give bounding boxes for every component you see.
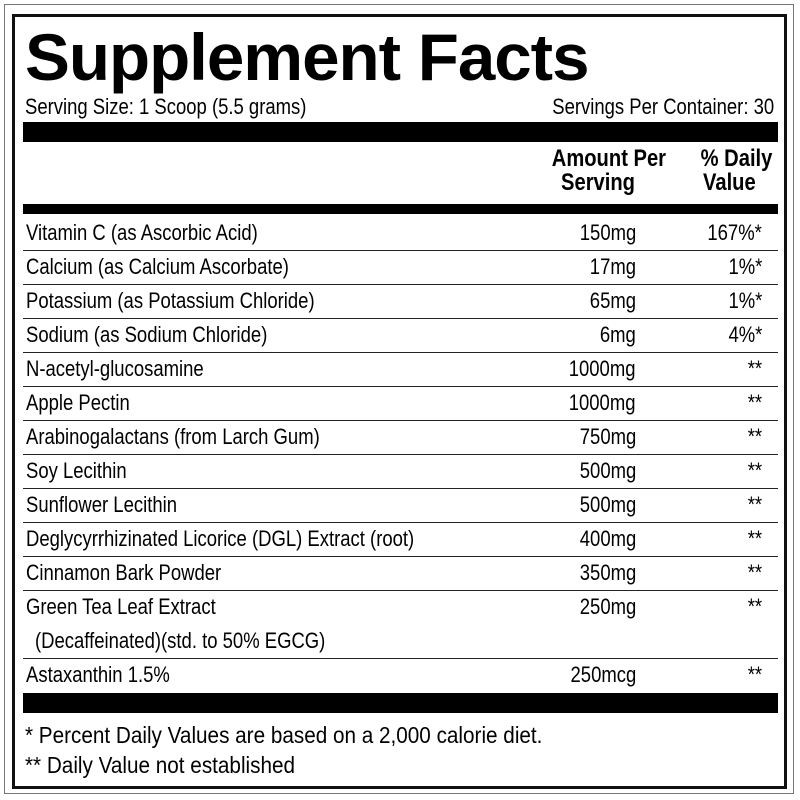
servings-per-container: Servings Per Container: 30	[552, 94, 774, 119]
ingredient-row: Arabinogalactans (from Larch Gum) 750mg **	[23, 420, 778, 455]
ingredient-name: Sodium (as Sodium Chloride)	[26, 322, 268, 347]
ingredient-daily-value: **	[747, 560, 762, 585]
ingredient-daily-value: **	[747, 356, 762, 381]
ingredient-daily-value: 1%*	[728, 254, 762, 279]
ingredient-amount: 150mg	[579, 220, 636, 245]
ingredient-row: Potassium (as Potassium Chloride) 65mg 1%*	[23, 284, 778, 319]
ingredient-amount: 500mg	[579, 458, 636, 483]
footnote-percent-dv: * Percent Daily Values are based on a 2,…	[25, 722, 543, 748]
ingredient-amount: 400mg	[579, 526, 636, 551]
ingredient-amount: 350mg	[579, 560, 636, 585]
ingredient-amount: 65mg	[589, 288, 636, 313]
ingredient-amount: 1000mg	[569, 356, 636, 381]
ingredient-amount: 500mg	[579, 492, 636, 517]
ingredient-daily-value: **	[747, 390, 762, 415]
thick-divider-bottom	[23, 693, 778, 713]
ingredient-name: Soy Lecithin	[26, 458, 127, 483]
ingredient-amount: 6mg	[600, 322, 636, 347]
ingredient-row: Astaxanthin 1.5% 250mcg **	[23, 658, 778, 692]
ingredient-row: N-acetyl-glucosamine 1000mg **	[23, 352, 778, 387]
thick-divider	[23, 122, 778, 142]
ingredient-amount: 17mg	[589, 254, 636, 279]
image-border	[4, 4, 794, 794]
ingredient-daily-value: **	[747, 594, 762, 619]
ingredient-row: Sunflower Lecithin 500mg **	[23, 488, 778, 523]
ingredient-row: Calcium (as Calcium Ascorbate) 17mg 1%*	[23, 250, 778, 285]
ingredient-row: Cinnamon Bark Powder 350mg **	[23, 556, 778, 591]
ingredient-name: Deglycyrrhizinated Licorice (DGL) Extrac…	[26, 526, 415, 551]
ingredient-row: Apple Pectin 1000mg **	[23, 386, 778, 421]
ingredient-name: Potassium (as Potassium Chloride)	[26, 288, 315, 313]
ingredient-daily-value: **	[747, 526, 762, 551]
ingredient-amount: 250mg	[579, 594, 636, 619]
ingredient-amount: 250mcg	[570, 662, 636, 687]
ingredient-name: Cinnamon Bark Powder	[26, 560, 222, 585]
ingredient-name: Apple Pectin	[26, 390, 130, 415]
serving-size: Serving Size: 1 Scoop (5.5 grams)	[25, 94, 307, 119]
ingredient-name: Sunflower Lecithin	[26, 492, 178, 517]
ingredient-daily-value: **	[747, 662, 762, 687]
supplement-facts-panel: Supplement Facts Serving Size: 1 Scoop (…	[12, 14, 787, 789]
ingredient-amount: 1000mg	[569, 390, 636, 415]
ingredient-row: Soy Lecithin 500mg **	[23, 454, 778, 489]
ingredient-daily-value: 167%*	[707, 220, 762, 245]
footnote-dv-not-established: ** Daily Value not established	[25, 752, 296, 778]
ingredient-daily-value: **	[747, 492, 762, 517]
medium-divider	[23, 204, 778, 214]
ingredient-name: Astaxanthin 1.5%	[26, 662, 170, 687]
ingredient-row: Vitamin C (as Ascorbic Acid) 150mg 167%*	[23, 216, 778, 251]
ingredient-name: Arabinogalactans (from Larch Gum)	[26, 424, 320, 449]
ingredient-name-detail: (Decaffeinated)(std. to 50% EGCG)	[35, 628, 326, 653]
ingredient-name: Calcium (as Calcium Ascorbate)	[26, 254, 289, 279]
ingredient-daily-value: 1%*	[728, 288, 762, 313]
ingredient-name: N-acetyl-glucosamine	[26, 356, 204, 381]
ingredient-amount: 750mg	[579, 424, 636, 449]
ingredient-row: Green Tea Leaf Extract (Decaffeinated)(st…	[23, 590, 778, 659]
amount-header: Amount Per Serving	[551, 145, 666, 196]
ingredient-row: Sodium (as Sodium Chloride) 6mg 4%*	[23, 318, 778, 353]
ingredient-name: Vitamin C (as Ascorbic Acid)	[26, 220, 258, 245]
ingredient-daily-value: **	[747, 458, 762, 483]
daily-value-header: % Daily Value	[700, 145, 772, 196]
ingredient-row: Deglycyrrhizinated Licorice (DGL) Extrac…	[23, 522, 778, 557]
ingredient-daily-value: **	[747, 424, 762, 449]
ingredient-daily-value: 4%*	[728, 322, 762, 347]
panel-title: Supplement Facts	[25, 20, 590, 94]
ingredient-name: Green Tea Leaf Extract	[26, 594, 216, 619]
